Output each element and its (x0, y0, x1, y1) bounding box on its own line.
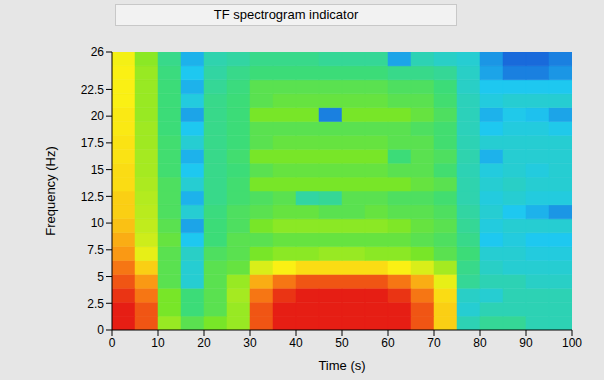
svg-text:40: 40 (289, 336, 303, 350)
svg-text:0: 0 (109, 336, 116, 350)
svg-text:10: 10 (151, 336, 165, 350)
svg-text:80: 80 (473, 336, 487, 350)
svg-text:10: 10 (91, 216, 105, 230)
svg-text:12.5: 12.5 (81, 190, 105, 204)
svg-text:15: 15 (91, 163, 105, 177)
svg-text:2.5: 2.5 (87, 297, 104, 311)
svg-text:30: 30 (243, 336, 257, 350)
svg-text:70: 70 (427, 336, 441, 350)
svg-text:20: 20 (197, 336, 211, 350)
svg-text:90: 90 (519, 336, 533, 350)
svg-text:17.5: 17.5 (81, 136, 105, 150)
svg-text:50: 50 (335, 336, 349, 350)
svg-text:5: 5 (97, 270, 104, 284)
html-text:TF spectrogram indicator: TF spectrogram indicator (213, 7, 359, 22)
svg-text:Frequency (Hz): Frequency (Hz) (43, 146, 58, 236)
svg-text:26: 26 (91, 45, 105, 59)
svg-text:22.5: 22.5 (81, 83, 105, 97)
svg-text:0: 0 (97, 323, 104, 337)
svg-text:20: 20 (91, 109, 105, 123)
svg-text:100: 100 (562, 336, 582, 350)
svg-text:60: 60 (381, 336, 395, 350)
svg-text:Time (s): Time (s) (318, 358, 365, 373)
svg-text:7.5: 7.5 (87, 243, 104, 257)
